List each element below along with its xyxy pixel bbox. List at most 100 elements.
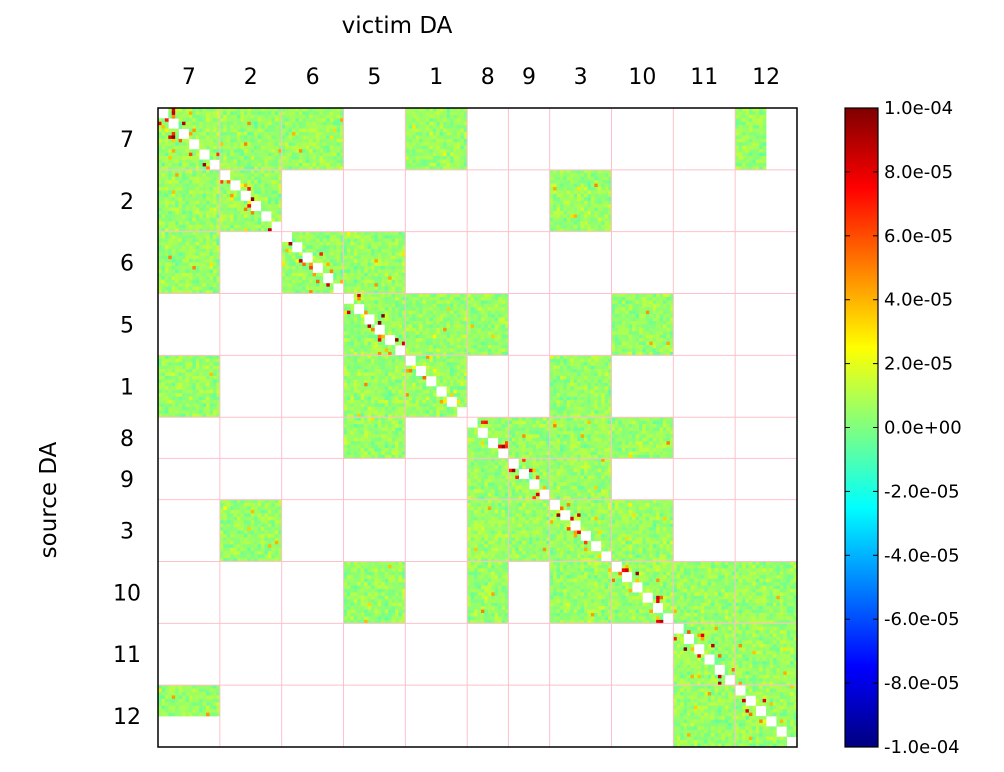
heatmap-cell: [752, 159, 757, 164]
heatmap-cell: [364, 241, 368, 246]
heatmap-cell: [178, 111, 183, 116]
heatmap-cell: [570, 221, 574, 226]
heatmap-cell: [216, 413, 221, 418]
heatmap-cell: [618, 293, 623, 298]
heatmap-cell: [298, 125, 303, 129]
heatmap-cell: [480, 327, 485, 332]
heatmap-cell: [429, 307, 434, 311]
heatmap-cell: [216, 262, 221, 267]
heatmap-cell: [470, 317, 475, 322]
heatmap-cell: [168, 386, 173, 391]
heatmap-cell: [425, 293, 430, 298]
heatmap-cell: [360, 334, 365, 339]
heatmap-cell: [742, 156, 746, 160]
heatmap-cell: [219, 207, 224, 212]
heatmap-cell: [161, 128, 166, 133]
heatmap-cell: [604, 183, 609, 188]
heatmap-cell: [257, 190, 262, 195]
heatmap-cell: [353, 334, 358, 339]
heatmap-cell: [456, 121, 461, 126]
heatmap-cell: [748, 145, 753, 150]
heatmap-cell: [316, 276, 320, 281]
heatmap-cell: [491, 307, 495, 311]
heatmap-cell: [240, 217, 245, 222]
heatmap-cell: [450, 351, 454, 356]
heatmap-cell: [594, 173, 599, 178]
heatmap-cell: [226, 118, 231, 123]
heatmap-cell: [501, 334, 506, 339]
heatmap-cell: [450, 293, 454, 298]
heatmap-cell: [408, 125, 413, 129]
heatmap-cell: [192, 200, 197, 205]
heatmap-cell: [175, 269, 179, 274]
heatmap-cell: [188, 403, 193, 408]
heatmap-cell: [384, 317, 389, 322]
heatmap-cell: [350, 255, 355, 260]
heatmap-cell: [199, 410, 203, 415]
heatmap-cell: [267, 118, 272, 123]
heatmap-cell: [202, 187, 207, 191]
heatmap-cell: [350, 406, 355, 411]
heatmap-cell: [206, 187, 210, 191]
heatmap-cell: [412, 293, 416, 298]
heatmap-cell: [443, 128, 447, 133]
heatmap-cell: [635, 303, 640, 308]
heatmap-cell: [185, 142, 190, 147]
heatmap-cell: [357, 248, 361, 253]
heatmap-cell: [168, 224, 173, 229]
heatmap-cell: [377, 375, 382, 380]
heatmap-cell: [309, 276, 313, 281]
heatmap-cell: [759, 159, 763, 164]
heatmap-cell: [278, 173, 282, 178]
heatmap-cell: [377, 269, 382, 274]
heatmap-cell: [621, 303, 626, 308]
heatmap-cell: [559, 224, 564, 229]
heatmap-cell: [212, 187, 217, 191]
heatmap-cell: [195, 200, 200, 205]
heatmap-cell: [638, 341, 643, 346]
heatmap-cell: [226, 197, 231, 202]
heatmap-cell: [738, 156, 743, 160]
heatmap-cell: [566, 169, 571, 174]
heatmap-cell: [419, 114, 423, 119]
heatmap-cell: [178, 283, 183, 287]
heatmap-cell: [419, 159, 423, 164]
heatmap-cell: [584, 190, 588, 195]
heatmap-cell: [381, 255, 386, 260]
heatmap-cell: [316, 121, 320, 126]
heatmap-cell: [212, 369, 217, 373]
heatmap-cell: [212, 386, 217, 391]
heatmap-cell: [195, 197, 200, 202]
heatmap-cell: [628, 331, 633, 336]
heatmap-cell: [178, 125, 183, 129]
heatmap-cell: [212, 362, 217, 366]
heatmap-cell: [171, 406, 176, 411]
heatmap-cell: [158, 214, 162, 219]
heatmap-cell: [371, 310, 375, 315]
heatmap-cell: [267, 159, 272, 164]
heatmap-cell: [295, 121, 300, 126]
heatmap-cell: [192, 114, 197, 119]
heatmap-cell: [360, 369, 365, 373]
heatmap-cell: [601, 183, 605, 188]
heatmap-cell: [350, 379, 355, 384]
heatmap-cell: [570, 176, 574, 181]
heatmap-cell: [188, 211, 193, 215]
heatmap-cell: [291, 138, 296, 143]
heatmap-cell: [329, 286, 334, 291]
heatmap-cell: [422, 132, 427, 136]
heatmap-cell: [178, 252, 183, 257]
heatmap-cell: [559, 190, 564, 195]
heatmap-cell: [408, 307, 413, 311]
heatmap-cell: [580, 193, 585, 198]
heatmap-cell: [178, 413, 183, 418]
heatmap-cell: [192, 132, 197, 136]
heatmap-cell: [601, 221, 605, 226]
heatmap-cell: [202, 276, 207, 281]
heatmap-cell: [460, 159, 465, 164]
heatmap-cell: [384, 348, 389, 353]
heatmap-cell: [271, 173, 276, 178]
heatmap-cell: [577, 176, 581, 181]
heatmap-cell: [566, 176, 571, 181]
heatmap-cell: [401, 238, 406, 243]
